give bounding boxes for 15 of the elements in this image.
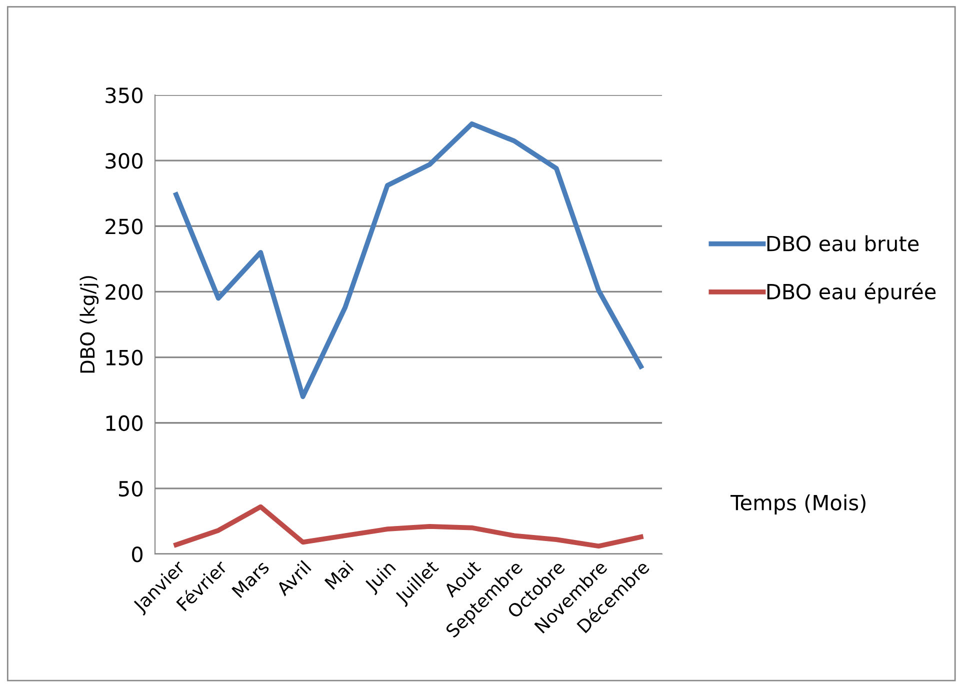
x-axis-title: Temps (Mois) — [730, 494, 866, 514]
line-series — [174, 504, 644, 549]
y-tick-label: 0 — [132, 546, 143, 562]
y-axis-title: DBO (kg/j) — [80, 276, 99, 373]
y-tick-label: 350 — [106, 87, 143, 104]
y-tick-label: 300 — [106, 153, 143, 169]
line-series — [174, 121, 644, 400]
y-tick-label: 150 — [106, 350, 143, 366]
legend-label: DBO eau épurée — [767, 282, 936, 304]
x-tick-label: Mai — [324, 560, 354, 590]
y-tick-label: 250 — [106, 218, 143, 234]
legend-label: DBO eau brute — [767, 235, 919, 252]
y-tick-label: 100 — [106, 415, 143, 432]
y-tick-label: 50 — [118, 480, 143, 497]
y-tick-label: 200 — [106, 284, 143, 300]
